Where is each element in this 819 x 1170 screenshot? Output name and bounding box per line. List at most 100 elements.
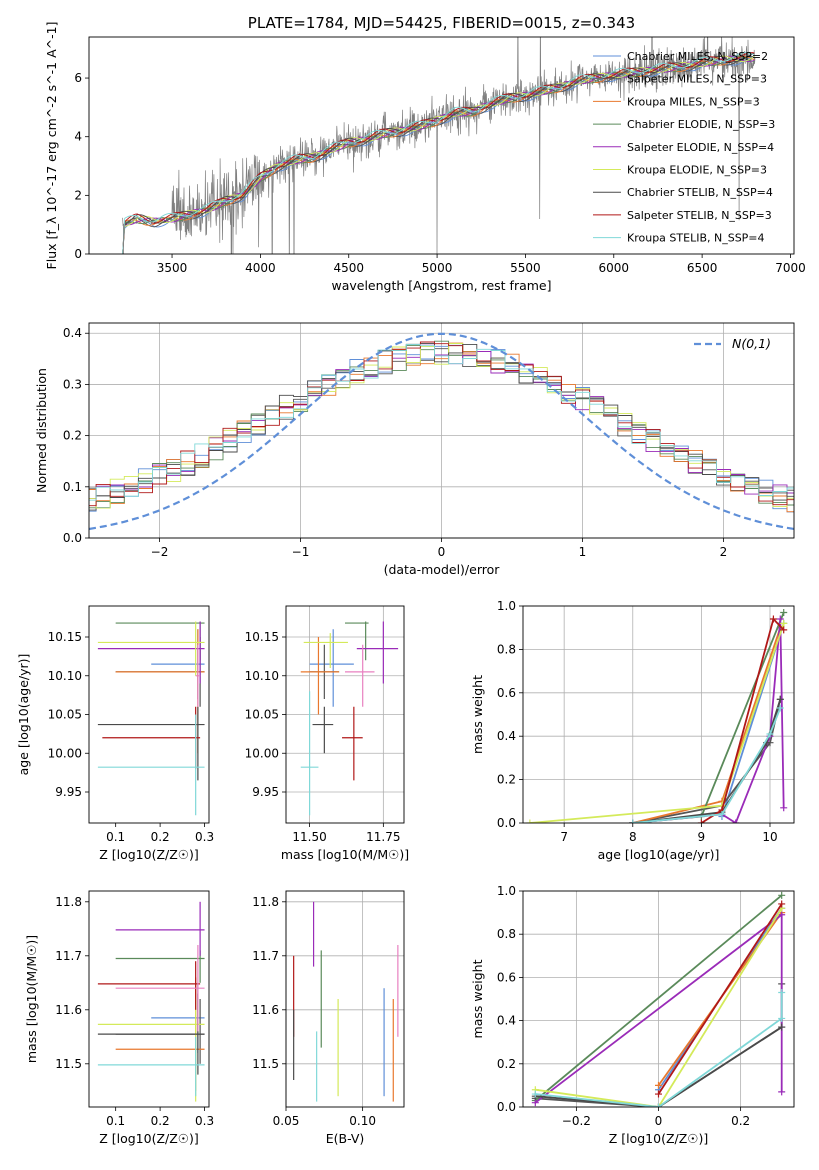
y-tick-label: 9.95	[252, 785, 279, 799]
chart-age_vs_mass: 11.50 11.75 9.95 10.00 10.05 10.10 10.15 mass […	[245, 605, 409, 862]
chart-massweight_vs_Z: −0.2 0 0.2 0.0 0.2 0.4 0.6 0.8 1.0 Z [log10(Z/Z☉)…	[470, 884, 795, 1146]
x-tick-label: 0.05	[273, 1114, 300, 1128]
x-tick-label: 9	[698, 830, 706, 844]
y-tick-label: 0.2	[63, 429, 82, 443]
legend-entry: Salpeter ELODIE, N_SSP=4	[627, 141, 774, 154]
weight-point	[778, 989, 786, 997]
x-tick-label: 0.3	[195, 1114, 214, 1128]
spectrum-model-line	[122, 52, 755, 254]
weight-point	[778, 891, 786, 899]
y-tick-label: 0.2	[497, 1057, 516, 1071]
y-tick-label: 10.05	[245, 708, 279, 722]
y-tick-label: 0.0	[63, 531, 82, 545]
y-tick-label: 10.00	[245, 746, 279, 760]
axes-frame	[88, 322, 795, 539]
y-tick-label: 6	[74, 71, 82, 85]
x-tick-label: 10	[762, 830, 777, 844]
weight-line	[535, 1026, 783, 1107]
histogram-step	[89, 343, 794, 509]
x-axis-label: wavelength [Angstrom, rest frame]	[331, 278, 551, 293]
weight-point	[718, 810, 726, 818]
weight-point	[780, 619, 788, 627]
weight-line	[535, 907, 783, 1107]
y-tick-label: 11.8	[252, 895, 279, 909]
weight-point	[778, 911, 786, 919]
histogram-step	[89, 343, 794, 501]
y-tick-label: 2	[74, 188, 82, 202]
y-tick-label: 0.8	[497, 927, 516, 941]
axes-frame	[522, 605, 795, 824]
chart-age_vs_Z: 0.1 0.2 0.3 9.95 10.00 10.05 10.10 10.15 Z [log1…	[16, 605, 214, 862]
x-tick-label: −2	[151, 545, 169, 559]
x-tick-label: 8	[629, 830, 637, 844]
spectrum-model-line	[122, 55, 755, 254]
histogram-step	[89, 341, 794, 507]
y-tick-label: 11.6	[55, 1003, 82, 1017]
gaussian-line	[89, 332, 794, 531]
weight-point	[526, 819, 534, 823]
weight-line	[535, 992, 783, 1107]
weight-point	[655, 1081, 662, 1089]
weight-point	[780, 804, 788, 812]
weight-line	[632, 627, 782, 823]
y-tick-label: 1.0	[497, 599, 516, 613]
legend-entry: Kroupa STELIB, N_SSP=4	[627, 232, 765, 245]
y-tick-label: 0.4	[497, 729, 516, 743]
y-tick-label: 1.0	[497, 884, 516, 898]
x-tick-label: −1	[292, 545, 310, 559]
x-axis-label: Z [log10(Z/Z☉)]	[99, 1131, 199, 1146]
x-tick-label: 5000	[422, 261, 453, 275]
x-tick-label: 7	[560, 830, 568, 844]
y-tick-label: 10.00	[48, 746, 82, 760]
x-tick-label: 4000	[245, 261, 276, 275]
legend-entry: Chabrier MILES, N_SSP=2	[627, 50, 768, 63]
weight-point	[655, 1090, 662, 1098]
x-tick-label: 0.1	[106, 830, 125, 844]
y-tick-label: 0.0	[497, 1100, 516, 1114]
x-tick-label: 0.1	[106, 1114, 125, 1128]
axes-frame	[88, 36, 795, 255]
y-tick-label: 0.2	[497, 773, 516, 787]
y-tick-label: 11.8	[55, 895, 82, 909]
y-tick-label: 0.4	[497, 1014, 516, 1028]
x-axis-label: mass [log10(M/M☉)]	[281, 847, 409, 862]
x-tick-label: 2	[720, 545, 728, 559]
weight-line	[657, 903, 783, 1095]
weight-point	[776, 704, 784, 712]
y-axis-label: Flux [f_λ 10^-17 erg cm^-2 s^-1 A^-1]	[44, 22, 59, 270]
axes-frame	[522, 890, 795, 1108]
x-tick-label: 5500	[510, 261, 541, 275]
y-axis-label: Normed distribution	[34, 368, 49, 493]
weight-point	[531, 1099, 539, 1107]
y-axis-label: age [log10(age/yr)]	[16, 654, 31, 776]
x-tick-label: 0.2	[151, 1114, 170, 1128]
y-tick-label: 10.10	[48, 669, 82, 683]
x-axis-label: age [log10(age/yr)]	[598, 847, 720, 862]
x-axis-label: E(B-V)	[326, 1131, 365, 1146]
x-tick-label: 11.50	[292, 830, 326, 844]
y-tick-label: 11.7	[252, 949, 279, 963]
x-axis-label: Z [log10(Z/Z☉)]	[609, 1131, 709, 1146]
x-tick-label: 6500	[687, 261, 718, 275]
legend-entry: Kroupa ELODIE, N_SSP=3	[627, 164, 767, 177]
chart-massweight_vs_age: 7 8 9 10 0.0 0.2 0.4 0.6 0.8 1.0 age [log10(age/yr…	[470, 599, 795, 862]
y-tick-label: 0.3	[63, 377, 82, 391]
spectrum-model-line	[122, 55, 755, 254]
chart-residuals: −2 −1 0 1 2 0.0 0.1 0.2 0.3 0.4 (data-model)/error…	[34, 322, 795, 577]
y-tick-label: 0.6	[497, 970, 516, 984]
chart-spectrum: 3500 4000 4500 5000 5500 6000 6500 7000 0 2 4 6 wave…	[44, 14, 806, 293]
histogram-step	[89, 344, 794, 513]
weight-point	[778, 1014, 786, 1022]
y-tick-label: 0.0	[497, 816, 516, 830]
x-tick-label: 11.75	[366, 830, 400, 844]
axes-frame	[285, 890, 405, 1108]
chart-title: PLATE=1784, MJD=54425, FIBERID=0015, z=0…	[248, 14, 635, 32]
x-tick-label: 0	[655, 1114, 663, 1128]
y-tick-label: 0.4	[63, 326, 82, 340]
weight-point	[732, 819, 740, 823]
weight-point	[531, 1090, 539, 1098]
legend-entry: Chabrier ELODIE, N_SSP=3	[627, 118, 775, 131]
y-tick-label: 0.1	[63, 480, 82, 494]
legend-entry: N(0,1)	[732, 336, 771, 351]
